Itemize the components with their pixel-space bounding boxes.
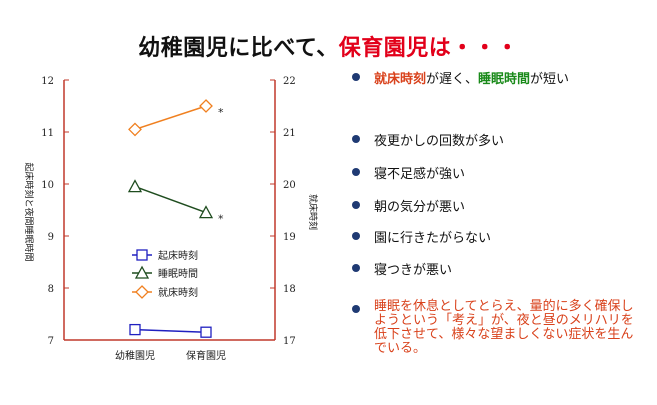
data-point bbox=[129, 323, 141, 336]
bullet-dot bbox=[352, 305, 360, 313]
legend-marker bbox=[134, 265, 150, 279]
left-tick-label: 11 bbox=[41, 128, 54, 139]
right-tick-label: 22 bbox=[283, 76, 296, 87]
finding-text: 夜更かしの回数が多い bbox=[374, 130, 504, 149]
bullet-dot bbox=[352, 73, 360, 81]
finding-text-part: 寝つきが悪い bbox=[374, 263, 453, 278]
data-point bbox=[128, 122, 142, 137]
finding-text: 寝不足感が強い bbox=[374, 163, 465, 182]
legend-label: 睡眠時間 bbox=[158, 267, 198, 280]
finding-text: 寝つきが悪い bbox=[374, 259, 452, 278]
right-tick-label: 19 bbox=[283, 232, 296, 243]
line-chart: 7 8 9 10 11 12 17 18 19 20 21 22 幼稚園児 保育園児 起床時刻と夜間睡眠時間… bbox=[23, 76, 319, 362]
finding-text-part: 夜更かしの回数が多い bbox=[374, 134, 505, 149]
right-tick-label: 20 bbox=[283, 180, 296, 191]
data-point bbox=[127, 179, 143, 193]
legend-marker bbox=[135, 285, 149, 299]
series-line bbox=[134, 105, 207, 131]
finding-text-part: が遅く、 bbox=[426, 72, 479, 87]
bullet-dot bbox=[352, 232, 360, 240]
data-point bbox=[200, 326, 212, 338]
legend-marker bbox=[136, 249, 148, 261]
finding-text: 就床時刻が遅く、睡眠時間が短い bbox=[374, 68, 569, 87]
left-tick-label: 8 bbox=[48, 284, 54, 295]
bullet-dot bbox=[352, 264, 360, 272]
finding-text-part: が短い bbox=[530, 72, 570, 87]
left-tick-label: 10 bbox=[41, 180, 54, 191]
conclusion-text: 睡眠を休息としてとらえ、量的に多く確保しようという「考え」が、夜と昼のメリハリを… bbox=[374, 299, 634, 356]
page-title: 幼稚園児に比べて、保育園児は・・・ bbox=[0, 30, 657, 62]
finding-text: 朝の気分が悪い bbox=[374, 196, 465, 215]
left-axis-title: 起床時刻と夜間睡眠時間 bbox=[23, 162, 35, 261]
right-tick-label: 21 bbox=[283, 128, 296, 139]
left-tick-label: 7 bbox=[48, 336, 54, 347]
finding-text: 園に行きたがらない bbox=[374, 227, 491, 246]
left-tick-label: 12 bbox=[41, 76, 54, 87]
bullet-dot bbox=[352, 135, 360, 143]
category-label: 幼稚園児 bbox=[115, 349, 155, 362]
category-label: 保育園児 bbox=[186, 349, 226, 362]
right-tick-label: 18 bbox=[283, 284, 296, 295]
series-line bbox=[134, 328, 207, 333]
title-accent: 保育園児は・・・ bbox=[338, 36, 519, 61]
finding-text-part: 就床時刻 bbox=[374, 72, 427, 87]
left-tick-label: 9 bbox=[48, 232, 54, 243]
finding-text-part: 朝の気分が悪い bbox=[374, 200, 466, 215]
right-tick-label: 17 bbox=[283, 336, 296, 347]
finding-text-part: 園に行きたがらない bbox=[374, 231, 492, 246]
bullet-dot bbox=[352, 168, 360, 176]
title-main: 幼稚園児に比べて、 bbox=[138, 36, 339, 61]
bullet-dot bbox=[352, 201, 360, 209]
significance-mark: * bbox=[218, 213, 224, 226]
right-axis-title: 就床時刻 bbox=[307, 194, 319, 230]
legend-label: 起床時刻 bbox=[158, 249, 198, 262]
legend-label: 就床時刻 bbox=[158, 286, 198, 299]
data-point bbox=[199, 99, 213, 113]
data-point bbox=[198, 205, 214, 219]
series-line bbox=[134, 185, 207, 214]
significance-mark: * bbox=[218, 106, 224, 119]
finding-text-part: 睡眠時間 bbox=[478, 72, 531, 87]
finding-text-part: 寝不足感が強い bbox=[374, 167, 466, 182]
